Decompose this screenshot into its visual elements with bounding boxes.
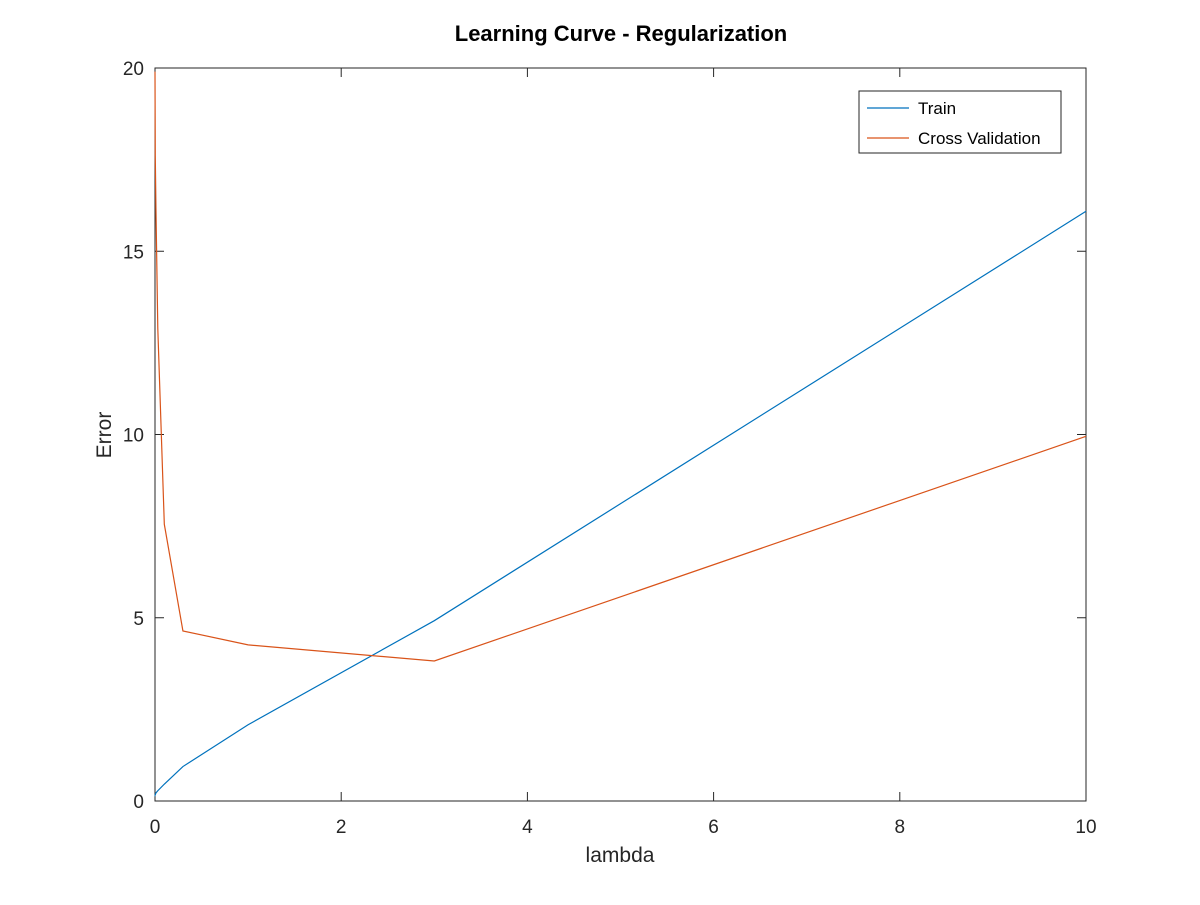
x-tick-label: 0 [150,817,161,838]
legend-label-train: Train [918,99,956,118]
x-tick-label: 2 [336,817,347,838]
x-tick-label: 8 [895,817,906,838]
x-axis-label: lambda [586,844,655,867]
x-tick-label: 6 [708,817,719,838]
chart-title: Learning Curve - Regularization [455,21,788,46]
legend-label-cross-validation: Cross Validation [918,129,1041,148]
legend-box [858,90,1062,154]
x-tick-label: 4 [522,817,533,838]
y-tick-label: 10 [123,426,144,447]
y-axis-label: Error [93,412,116,459]
y-tick-label: 5 [133,609,144,630]
legend: Train Cross Validation [858,90,1062,154]
y-tick-label: 0 [133,792,144,813]
y-tick-label: 20 [123,59,144,80]
series-line-cross-validation [154,71,1087,662]
series-line-train [154,210,1087,797]
plot-area: 0 2 4 6 8 10 0 5 10 15 20 [123,59,1097,838]
y-tick-label: 15 [123,242,144,263]
axes-box [154,67,1087,802]
x-tick-label: 10 [1075,817,1096,838]
